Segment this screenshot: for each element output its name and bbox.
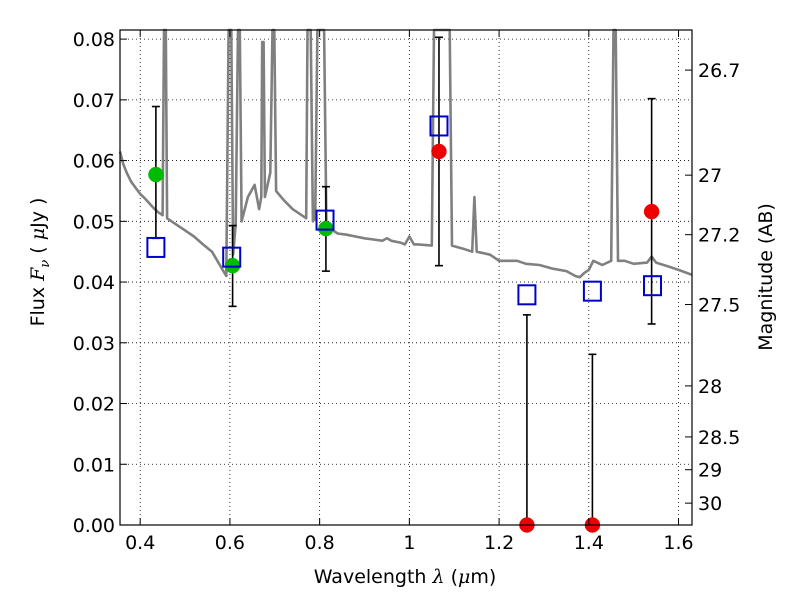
y-tick-label: 0.05	[73, 211, 115, 233]
template-spectrum	[118, 28, 693, 279]
square-marker	[222, 246, 242, 268]
data-markers	[146, 115, 663, 533]
y2-tick-label: 28.5	[698, 427, 740, 449]
square-marker	[643, 275, 663, 297]
plot-frame	[119, 29, 693, 526]
y-tick-label: 0.01	[73, 454, 115, 476]
x-tick-label: 1.2	[484, 532, 514, 554]
template-spectrum-line	[118, 28, 693, 279]
y-tick-label: 0.03	[73, 333, 115, 355]
x-tick-label: 0.8	[305, 532, 335, 554]
y-axis-title: Flux Fν ( μJy )	[27, 198, 53, 327]
y2-axis-title: Magnitude (AB)	[755, 203, 777, 351]
y-tick-label: 0.00	[73, 515, 115, 537]
x-tick-label: 0.4	[125, 532, 155, 554]
y-tick-label: 0.07	[73, 90, 115, 112]
x-tick-label: 1.4	[574, 532, 604, 554]
x-tick-label: 1	[403, 532, 415, 554]
x-axis-title: Wavelength λ (μm)	[314, 566, 497, 588]
y-tick-label: 0.06	[73, 151, 115, 173]
y2-tick-label: 30	[698, 493, 722, 515]
x-tick-label: 0.6	[215, 532, 245, 554]
y2-tick-label: 27.2	[698, 225, 740, 247]
square-marker	[582, 280, 602, 302]
circle-marker	[431, 143, 447, 160]
grid-lines	[120, 30, 692, 526]
square-marker	[315, 209, 335, 231]
y2-tick-label: 29	[698, 460, 722, 482]
y-tick-label: 0.04	[73, 272, 115, 294]
y-tick-label: 0.08	[73, 29, 115, 51]
axes-frame	[119, 29, 693, 526]
circle-marker	[148, 166, 164, 183]
y2-tick-label: 27	[698, 165, 722, 187]
x-tick-label: 1.6	[663, 532, 693, 554]
y2-tick-label: 26.7	[698, 60, 740, 82]
square-marker	[146, 236, 166, 258]
circle-marker	[643, 203, 660, 220]
y2-tick-label: 27.5	[698, 295, 740, 317]
y-tick-label: 0.02	[73, 394, 115, 416]
square-marker	[429, 115, 449, 137]
axis-ticks: 0.4 0.6 0.8 1 1.2 1.4 1.6 0.00 0.01 0.02 0.03 0.04 0…	[73, 29, 741, 554]
square-marker	[517, 284, 537, 306]
y2-tick-label: 28	[698, 376, 722, 398]
